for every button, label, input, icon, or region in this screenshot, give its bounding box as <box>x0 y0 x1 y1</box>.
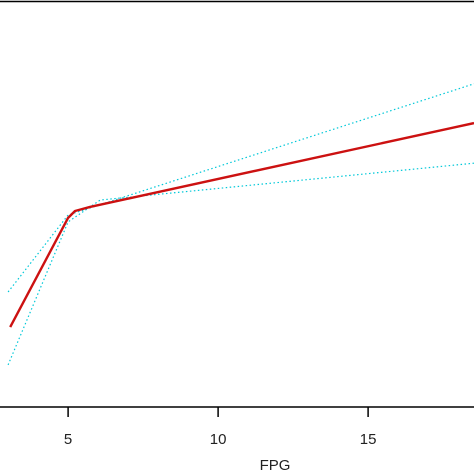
line <box>7 162 474 366</box>
x-axis-label: FPG <box>260 457 291 474</box>
x-tick-label: 15 <box>360 431 377 448</box>
x-tick-label: 10 <box>210 431 227 448</box>
x-tick-label: 5 <box>64 431 72 448</box>
line <box>9 121 474 328</box>
line <box>7 83 474 293</box>
